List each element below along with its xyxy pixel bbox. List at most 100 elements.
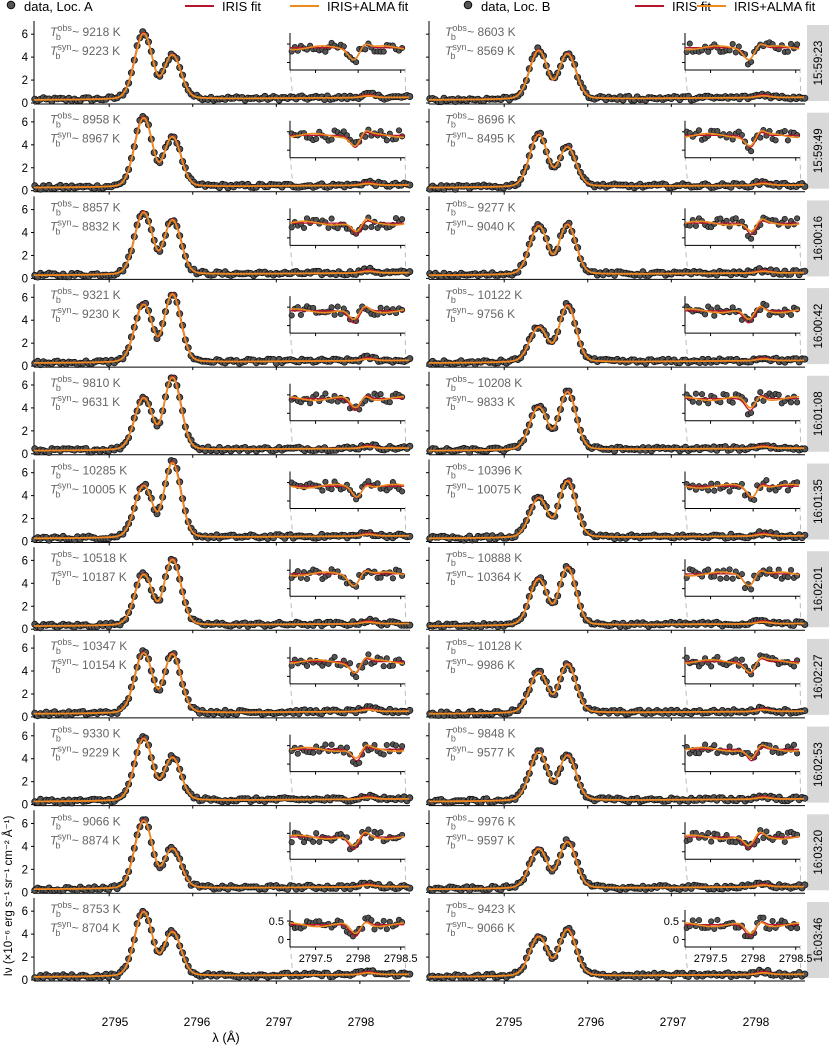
- tb-obs-label: Tobs b ~ 10122 K: [445, 286, 522, 305]
- legend-data-label-b: data, Loc. B: [481, 0, 550, 14]
- inset-data-point: [692, 390, 699, 397]
- inset-data-point: [340, 128, 347, 135]
- time-label: 16:00:42: [813, 304, 825, 349]
- inset-data-point: [708, 918, 715, 925]
- tb-obs-label: Tobs b ~ 8958 K: [50, 111, 121, 130]
- inset-data-point: [748, 586, 755, 593]
- panel-b-11: 16:03:46 0 0.5 2797.5 2798 2798.5 Tobs b ~ 9423…: [426, 898, 829, 984]
- inset: [287, 732, 406, 775]
- y-axis-label: Iν (×10⁻⁶ erg s⁻¹ sr⁻¹ cm⁻² Å⁻¹): [2, 816, 15, 977]
- inset-data-point: [310, 304, 317, 311]
- y-tick-label: 0: [22, 273, 28, 285]
- iris-alma-fit-line: [34, 32, 409, 101]
- inset-data-point: [313, 135, 320, 142]
- time-label: 16:02:27: [813, 655, 825, 700]
- inset-data-point: [695, 127, 703, 134]
- y-tick-label: 4: [22, 754, 29, 766]
- inset-data-point: [698, 391, 706, 398]
- inset-data-point: [392, 742, 400, 749]
- y-tick-label: 0: [22, 624, 28, 636]
- inset-data-point: [313, 830, 320, 837]
- inset-data-point: [702, 741, 709, 748]
- tb-syn-label: Tsyn b ~ 9597 K: [445, 831, 515, 850]
- time-label: 16:00:16: [813, 216, 825, 261]
- tb-obs-label: Tobs b ~ 8857 K: [50, 198, 121, 217]
- tb-syn-label: Tsyn b ~ 9230 K: [50, 305, 120, 324]
- inset-data-point: [787, 311, 795, 318]
- y-tick-label: 2: [22, 250, 28, 262]
- panel-a-11: 0 2 4 6 0 0.5 2797.5 2798 2798.5 Tobs b ~ 8753 KTs…: [22, 898, 418, 987]
- zoom-guide-right: [799, 418, 802, 450]
- inset-data-point: [729, 40, 736, 48]
- tb-syn-label: Tsyn b ~ 8495 K: [445, 130, 515, 149]
- inset-data-point: [784, 137, 791, 144]
- inset-data-point: [702, 311, 709, 318]
- time-label: 15:59:49: [813, 128, 825, 173]
- inset-data-point: [319, 487, 326, 494]
- y-tick-label: 2: [22, 75, 28, 87]
- tb-syn-label: Tsyn b ~ 8569 K: [445, 42, 515, 61]
- legend-iris-label: IRIS fit: [222, 0, 261, 14]
- inset-data-point: [705, 830, 712, 837]
- iris-alma-fit-line: [34, 293, 409, 364]
- inset-data-point: [322, 478, 329, 485]
- y-tick-label: 4: [22, 841, 29, 853]
- inset-data-point: [377, 829, 384, 836]
- tb-syn-label: Tsyn b ~ 9631 K: [50, 393, 120, 412]
- inset-data-point: [714, 653, 721, 660]
- inset-data-point: [726, 488, 733, 495]
- inset: [287, 820, 406, 863]
- legend-alma-label-b: IRIS+ALMA fit: [734, 0, 816, 14]
- inset-data-point: [794, 925, 801, 932]
- inset-y-tick-label: 0.5: [269, 916, 284, 928]
- zoom-guide-right: [404, 594, 407, 626]
- inset-data-point: [711, 742, 718, 749]
- inset-data-point: [794, 657, 801, 664]
- x-tick-left-2795: 2795: [102, 1015, 129, 1029]
- inset-alma-fit: [290, 43, 405, 61]
- time-label: 16:03:20: [813, 830, 825, 875]
- tb-obs-label: Tobs b ~ 10285 K: [50, 462, 127, 481]
- tb-syn-label: Tsyn b ~ 9229 K: [50, 744, 120, 763]
- inset-data-point: [729, 399, 736, 406]
- inset-data-point: [714, 916, 721, 923]
- inset-x-tick-label: 2798.5: [779, 953, 813, 965]
- y-tick-label: 6: [22, 555, 28, 567]
- inset-y-tick-label: 0: [673, 934, 679, 946]
- legend-alma-label: IRIS+ALMA fit: [327, 0, 409, 14]
- inset-data-point: [380, 48, 387, 55]
- inset-data-point: [790, 741, 798, 748]
- inset-data-point: [380, 917, 387, 924]
- inset-data-point: [689, 917, 696, 924]
- x-tick-left-2796: 2796: [184, 1015, 211, 1029]
- y-tick-label: 4: [22, 315, 29, 327]
- zoom-guide-left: [289, 594, 294, 626]
- inset-data-point: [686, 40, 693, 47]
- y-tick-label: 2: [22, 777, 28, 789]
- y-tick-label: 0: [22, 449, 28, 461]
- inset-data-point: [748, 148, 755, 155]
- inset-data-point: [377, 304, 384, 311]
- inset-data-point: [781, 215, 788, 222]
- inset-data-point: [784, 487, 791, 494]
- inset-data-point: [695, 399, 703, 406]
- iris-alma-fit-line: [34, 376, 409, 452]
- inset: [287, 557, 406, 600]
- inset-data-point: [769, 917, 776, 925]
- inset-data-point: [787, 399, 795, 406]
- inset-data-point: [383, 741, 390, 749]
- tb-obs-label: Tobs b ~ 10208 K: [445, 374, 522, 393]
- inset-data-point: [395, 127, 403, 134]
- inset-data-point: [778, 832, 785, 839]
